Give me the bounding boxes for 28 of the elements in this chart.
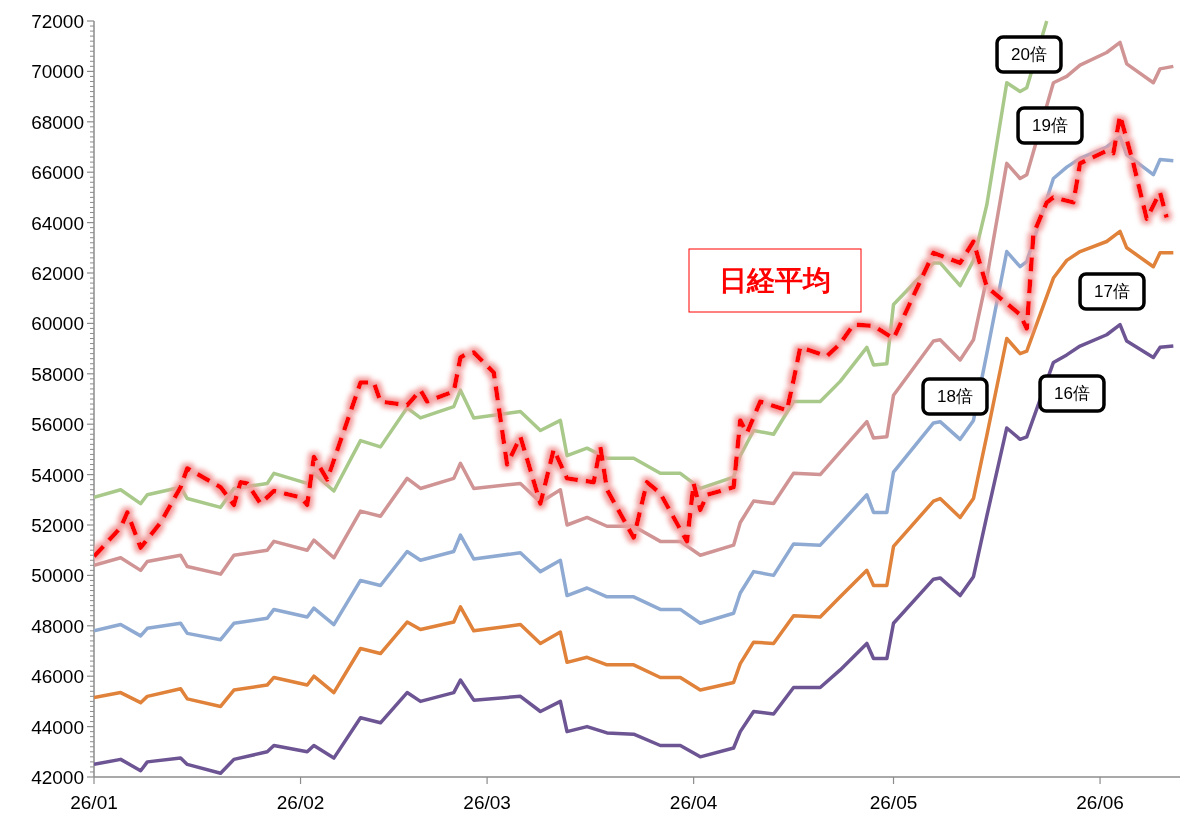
series-label: 日経平均 <box>719 265 831 296</box>
x-tick-label: 26/02 <box>276 792 325 813</box>
y-tick-label: 64000 <box>31 212 84 234</box>
series-label: 16倍 <box>1054 384 1090 403</box>
y-tick-label: 42000 <box>31 767 84 788</box>
y-tick-label: 50000 <box>31 565 84 587</box>
x-tick-label: 26/05 <box>869 792 918 813</box>
y-tick-label: 72000 <box>31 11 84 32</box>
x-tick-label: 26/01 <box>70 792 118 813</box>
y-tick-label: 60000 <box>31 313 84 335</box>
y-tick-label: 66000 <box>31 162 84 184</box>
y-tick-label: 62000 <box>31 263 84 284</box>
y-tick-label: 54000 <box>31 464 84 486</box>
x-tick-label: 26/06 <box>1076 792 1124 813</box>
y-tick-label: 48000 <box>31 615 84 637</box>
series-label: 19倍 <box>1032 116 1068 135</box>
y-tick-label: 44000 <box>31 716 84 738</box>
y-tick-label: 46000 <box>31 666 84 688</box>
series-label: 17倍 <box>1094 282 1130 301</box>
y-tick-label: 68000 <box>31 111 84 133</box>
series-label: 20倍 <box>1011 45 1047 64</box>
y-tick-label: 56000 <box>31 414 84 436</box>
y-tick-label: 70000 <box>31 61 84 83</box>
y-tick-label: 52000 <box>31 515 84 536</box>
y-tick-label: 58000 <box>31 363 84 385</box>
series-label: 18倍 <box>937 387 973 406</box>
x-tick-label: 26/04 <box>669 792 718 813</box>
x-tick-label: 26/03 <box>463 792 511 813</box>
